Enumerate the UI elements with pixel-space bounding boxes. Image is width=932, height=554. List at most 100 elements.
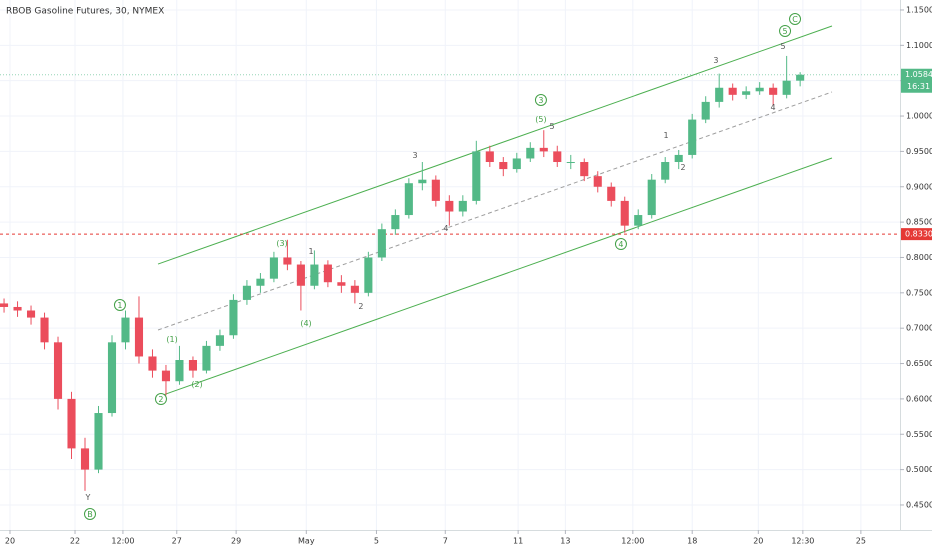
candle-body <box>620 200 629 226</box>
x-tick-label: 12:00 <box>621 537 644 546</box>
x-tick-label: 11 <box>513 537 523 546</box>
candle-body <box>175 360 184 382</box>
wave-circle <box>614 238 627 251</box>
candle-body <box>580 162 589 177</box>
wave-label: 3 <box>538 96 543 105</box>
wave-label: (4) <box>300 319 311 328</box>
wave-label: (2) <box>191 380 202 389</box>
y-tick-label: 0.6000 <box>906 394 932 403</box>
channel-line <box>157 91 833 331</box>
candle-body <box>701 101 710 120</box>
channel-line <box>157 25 833 265</box>
wave-label: 4 <box>770 103 775 112</box>
y-tick-label: 0.6500 <box>906 359 932 368</box>
candle-body <box>296 264 305 286</box>
wave-label: Y <box>85 493 91 502</box>
candle-body <box>121 317 130 343</box>
wave-label: B <box>87 510 93 519</box>
wave-circle <box>154 393 167 406</box>
candle-body <box>472 151 481 201</box>
candle-body <box>674 154 683 163</box>
x-tick-label: 18 <box>687 537 697 546</box>
y-tick-label: 1.1000 <box>906 41 932 50</box>
y-tick-label: 0.8500 <box>906 218 932 227</box>
x-tick-label: 7 <box>443 537 448 546</box>
candle-body <box>445 200 454 212</box>
x-tick-label: 12:00 <box>111 537 134 546</box>
y-tick-label: 0.8000 <box>906 253 932 262</box>
candle-body <box>566 162 575 164</box>
candle-body <box>67 398 76 449</box>
candle-body <box>458 200 467 212</box>
horizontal-line-tag <box>901 228 932 241</box>
wave-label: 1 <box>663 131 668 140</box>
y-tick-label: 1.1500 <box>906 5 932 14</box>
candle-body <box>283 257 292 265</box>
x-tick-label: 12:30 <box>791 537 814 546</box>
wave-label: 2 <box>680 163 685 172</box>
grid <box>0 0 900 530</box>
candle-body <box>607 186 616 201</box>
candle-body <box>256 278 265 286</box>
candle-body <box>593 176 602 187</box>
x-tick-label: May <box>298 537 315 546</box>
candle-body <box>404 183 413 216</box>
wave-label: 5 <box>780 42 785 51</box>
candle-body <box>134 317 144 357</box>
x-tick-label: 27 <box>172 537 182 546</box>
candle-body <box>202 345 211 371</box>
candle-body <box>391 215 400 230</box>
y-tick-label: 0.7500 <box>906 288 932 297</box>
last-price-label: 1.0584 <box>905 70 932 79</box>
y-tick-label: 1.0000 <box>906 112 932 121</box>
wave-label: 3 <box>713 56 718 65</box>
candle-body <box>40 317 49 343</box>
candle-body <box>350 285 359 293</box>
wave-label: 4 <box>618 240 623 249</box>
wave-label: (1) <box>166 335 177 344</box>
wave-label: 4 <box>443 224 448 233</box>
x-tick-label: 5 <box>374 537 379 546</box>
candle-body <box>188 360 198 371</box>
candle-body <box>310 264 319 286</box>
candle-body <box>755 87 764 92</box>
candle-body <box>242 285 251 300</box>
candle-body <box>377 229 386 258</box>
candle-body <box>661 162 670 180</box>
channel-line <box>159 157 833 397</box>
candle-body <box>715 87 724 102</box>
candle-body <box>796 74 805 81</box>
candle-body <box>782 80 791 95</box>
candle-body <box>26 310 36 318</box>
wave-label: 5 <box>549 122 554 131</box>
wave-label: 1 <box>117 301 122 310</box>
candle-body <box>728 87 737 95</box>
candle-body <box>431 179 440 201</box>
y-tick-label: 0.5000 <box>906 465 932 474</box>
wave-label: 2 <box>158 395 163 404</box>
wave-circle <box>534 93 547 106</box>
x-tick-label: 20 <box>5 537 15 546</box>
wave-label: 5 <box>782 27 787 36</box>
candle-body <box>512 158 521 170</box>
y-tick-label: 0.9000 <box>906 182 932 191</box>
candle-body <box>148 356 157 371</box>
candle-body <box>323 264 332 283</box>
wave-label: 3 <box>413 151 418 160</box>
candle-body <box>769 87 778 95</box>
candle-body <box>229 299 238 336</box>
candle-body <box>418 179 427 184</box>
y-tick-label: 0.4500 <box>906 500 932 509</box>
candle-body <box>337 282 346 286</box>
candle-body <box>269 257 278 279</box>
wave-circle <box>113 298 126 311</box>
candle-body <box>0 303 9 307</box>
x-tick-label: 29 <box>231 537 241 546</box>
countdown-label: 16:31 <box>907 82 930 91</box>
wave-label: 2 <box>358 302 363 311</box>
candle-body <box>499 162 508 170</box>
candle-body <box>539 147 548 152</box>
candle-body <box>13 306 22 311</box>
